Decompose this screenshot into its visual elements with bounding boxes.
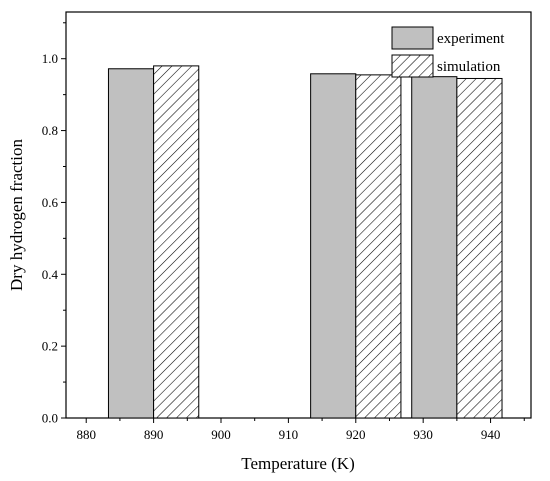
legend-swatch-experiment xyxy=(391,26,434,50)
bars-group xyxy=(107,65,503,419)
bar-simulation-0 xyxy=(153,65,200,419)
x-ticks-group: 880 890 900 910 920 930 940 xyxy=(76,418,525,442)
bar-experiment-1 xyxy=(310,73,357,419)
bar-simulation-1 xyxy=(355,74,402,419)
plot-frame xyxy=(65,11,532,419)
bar-simulation-2 xyxy=(456,77,503,419)
x-axis-label: Temperature (K) xyxy=(241,454,355,473)
y-axis-label: Dry hydrogen fraction xyxy=(7,139,26,292)
x-tick-label: 930 xyxy=(413,427,433,442)
x-tick-label: 880 xyxy=(76,427,96,442)
legend-swatch-simulation xyxy=(391,54,434,78)
y-ticks-group: 0.0 0.2 0.4 0.6 0.8 1.0 xyxy=(42,22,66,426)
legend-label-simulation: simulation xyxy=(437,59,501,75)
y-tick-label: 1.0 xyxy=(42,51,58,66)
bar-experiment-2 xyxy=(411,76,458,419)
y-tick-label: 0.0 xyxy=(42,411,58,426)
x-tick-label: 900 xyxy=(211,427,231,442)
bar-experiment-0 xyxy=(107,68,155,419)
x-tick-label: 910 xyxy=(279,427,299,442)
legend-label-experiment: experiment xyxy=(437,31,505,47)
y-tick-label: 0.4 xyxy=(42,267,59,282)
y-tick-label: 0.2 xyxy=(42,339,58,354)
x-tick-label: 890 xyxy=(144,427,164,442)
y-tick-label: 0.8 xyxy=(42,123,58,138)
x-tick-label: 940 xyxy=(481,427,501,442)
x-tick-label: 920 xyxy=(346,427,366,442)
legend: experiment simulation xyxy=(391,26,505,78)
y-tick-label: 0.6 xyxy=(42,195,59,210)
